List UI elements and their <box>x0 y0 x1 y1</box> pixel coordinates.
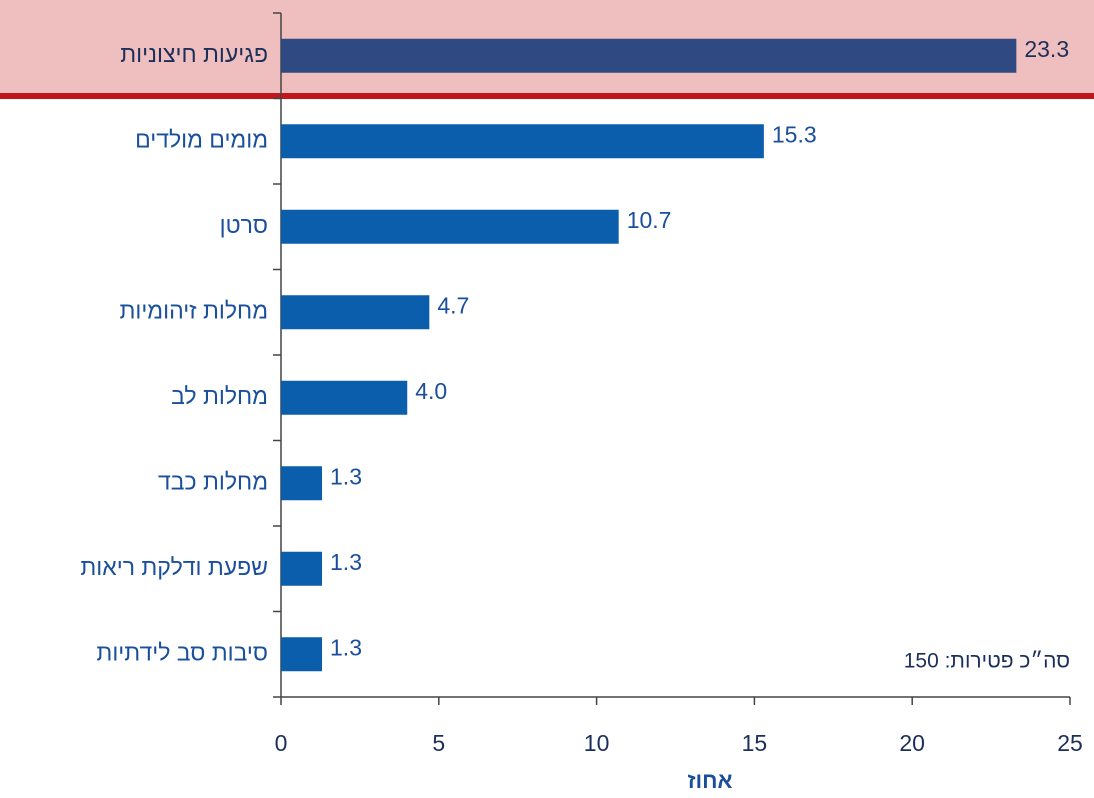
bar <box>281 637 323 672</box>
value-label: 15.3 <box>772 121 817 147</box>
value-label: 23.3 <box>1024 36 1069 62</box>
x-axis-title: אחוז <box>687 768 732 793</box>
bar <box>281 295 430 330</box>
value-label: 1.3 <box>330 634 362 660</box>
category-label: סיבות סב לידתיות <box>96 639 268 665</box>
x-tick-label: 25 <box>1057 730 1083 756</box>
bar <box>281 209 619 244</box>
value-label: 4.7 <box>437 292 469 318</box>
x-tick-label: 15 <box>742 730 768 756</box>
bar <box>281 124 764 159</box>
category-label: סרטן <box>220 212 268 238</box>
value-label: 1.3 <box>330 463 362 489</box>
value-label: 4.0 <box>415 378 447 404</box>
category-label: מחלות זיהומיות <box>119 297 268 323</box>
category-label: מחלות לב <box>171 383 268 409</box>
category-label: שפעת ודלקת ריאות <box>80 554 268 580</box>
bar <box>281 551 323 586</box>
annotation: סה״כ פטירות: 150 <box>904 650 1070 673</box>
value-label: 1.3 <box>330 549 362 575</box>
value-label: 10.7 <box>627 207 672 233</box>
category-label: מומים מולדים <box>135 126 268 152</box>
x-tick-label: 20 <box>899 730 925 756</box>
x-tick-label: 10 <box>584 730 610 756</box>
bar <box>281 38 1017 73</box>
category-label: פגיעות חיצוניות <box>120 41 268 67</box>
bar <box>281 380 408 415</box>
bar <box>281 466 323 501</box>
category-label: מחלות כבד <box>158 468 268 494</box>
highlight-line <box>0 93 1094 99</box>
x-tick-label: 0 <box>275 730 288 756</box>
x-tick-label: 5 <box>432 730 445 756</box>
